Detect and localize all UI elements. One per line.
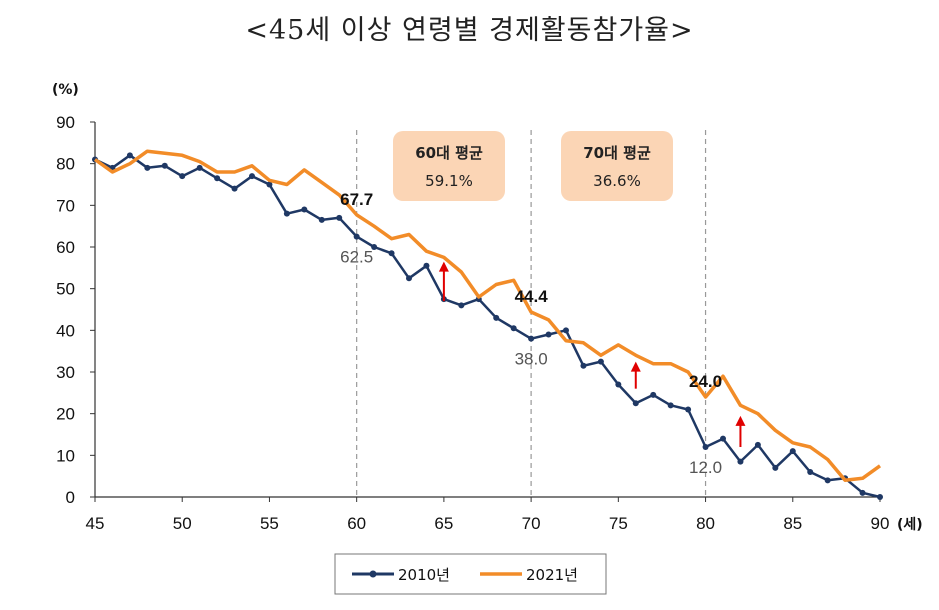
data-point-2010: [231, 185, 238, 192]
data-point-2010: [493, 314, 500, 321]
data-label-80-2021: 24.0: [689, 372, 722, 391]
data-label-60-2021: 67.7: [340, 190, 373, 209]
average-boxes: 60대 평균 59.1% 70대 평균 36.6%: [393, 131, 673, 201]
data-point-2010: [249, 173, 255, 180]
data-point-2010: [196, 164, 203, 171]
x-tick-label: 50: [173, 514, 192, 533]
series-layer: [92, 149, 883, 500]
y-tick-label: 50: [56, 280, 75, 299]
y-tick-label: 30: [56, 363, 75, 382]
data-label-70-2021: 44.4: [515, 287, 549, 306]
data-point-2010: [824, 477, 831, 484]
data-point-2010: [720, 435, 726, 442]
x-tick-label: 90: [871, 514, 890, 533]
data-point-2010: [737, 458, 744, 465]
y-ticks: 0 10 20 30 40 50 60 70 80 90: [56, 113, 95, 507]
avg-box-60s-title: 60대 평균: [415, 144, 483, 162]
data-point-2010: [667, 402, 674, 409]
data-point-2010: [371, 244, 378, 250]
data-labels: 67.7 62.5 44.4 38.0 24.0 12.0: [340, 190, 722, 477]
data-point-2010: [545, 331, 552, 338]
y-tick-label: 10: [56, 446, 75, 465]
x-tick-label: 85: [783, 514, 802, 533]
data-point-2010: [144, 164, 151, 171]
series-line-2021: [93, 149, 882, 483]
increase-arrows: [438, 261, 746, 447]
data-point-2010: [406, 275, 412, 282]
data-point-2010: [807, 469, 814, 475]
avg-box-70s-title: 70대 평균: [583, 144, 651, 162]
data-point-2010: [510, 325, 517, 332]
data-point-2010: [388, 250, 395, 257]
y-tick-label: 80: [56, 155, 75, 174]
data-point-2010: [528, 335, 535, 342]
data-point-2010: [458, 302, 465, 309]
series-line-2010: [94, 154, 881, 499]
data-label-70-2010: 38.0: [515, 350, 548, 369]
legend-2010-marker: [369, 570, 377, 578]
data-point-2010: [580, 362, 587, 369]
data-point-2010: [615, 381, 622, 388]
y-tick-label: 20: [56, 405, 75, 424]
data-point-2010: [126, 152, 133, 159]
data-point-2010: [318, 216, 325, 223]
data-point-2010: [283, 210, 290, 217]
arrow-head: [735, 415, 746, 426]
data-point-2010: [632, 400, 639, 407]
data-label-80-2010: 12.0: [689, 458, 722, 477]
data-point-2010: [214, 175, 221, 182]
avg-box-60s-value: 59.1%: [425, 172, 473, 190]
data-point-2010: [877, 494, 883, 500]
y-axis-unit: (%): [52, 82, 79, 98]
data-point-2010: [650, 391, 657, 398]
x-tick-label: 60: [347, 514, 366, 533]
x-tick-label: 45: [86, 514, 105, 533]
legend-2010-label: 2010년: [398, 566, 450, 584]
arrow-head: [438, 261, 449, 272]
data-point-2010: [423, 262, 430, 269]
data-point-2010: [702, 444, 709, 450]
legend-2021-label: 2021년: [526, 566, 578, 584]
data-label-60-2010: 62.5: [340, 248, 373, 267]
y-tick-label: 60: [56, 238, 75, 257]
data-point-2010: [772, 464, 779, 471]
legend: 2010년 2021년: [334, 553, 607, 595]
x-tick-label: 70: [522, 514, 541, 533]
arrow-head: [630, 361, 641, 372]
data-point-2010: [179, 173, 186, 180]
data-point-2010: [161, 162, 168, 169]
x-tick-label: 80: [696, 514, 715, 533]
chart-title: <45세 이상 연령별 경제활동참가율>: [245, 15, 694, 46]
x-axis-unit: (세): [897, 517, 923, 533]
data-point-2010: [301, 206, 308, 213]
y-tick-label: 70: [56, 196, 75, 215]
data-point-2010: [563, 327, 569, 334]
data-point-2010: [859, 489, 866, 496]
data-point-2010: [336, 214, 343, 221]
data-point-2010: [685, 406, 692, 413]
avg-box-70s: [561, 131, 673, 201]
x-tick-label: 75: [609, 514, 628, 533]
avg-box-70s-value: 36.6%: [593, 172, 641, 190]
avg-box-60s: [393, 131, 505, 201]
x-tick-label: 55: [260, 514, 279, 533]
y-tick-label: 40: [56, 321, 75, 340]
chart-axes: [94, 122, 880, 498]
x-ticks: 45 50 55 60 65 70 75 80 85 90: [86, 497, 890, 533]
x-tick-label: 65: [434, 514, 453, 533]
data-point-2010: [266, 181, 273, 188]
data-point-2010: [353, 233, 360, 240]
data-point-2010: [754, 441, 761, 448]
data-point-2010: [789, 448, 796, 455]
data-point-2010: [597, 358, 604, 365]
y-tick-label: 0: [66, 488, 75, 507]
y-tick-label: 90: [56, 113, 75, 132]
